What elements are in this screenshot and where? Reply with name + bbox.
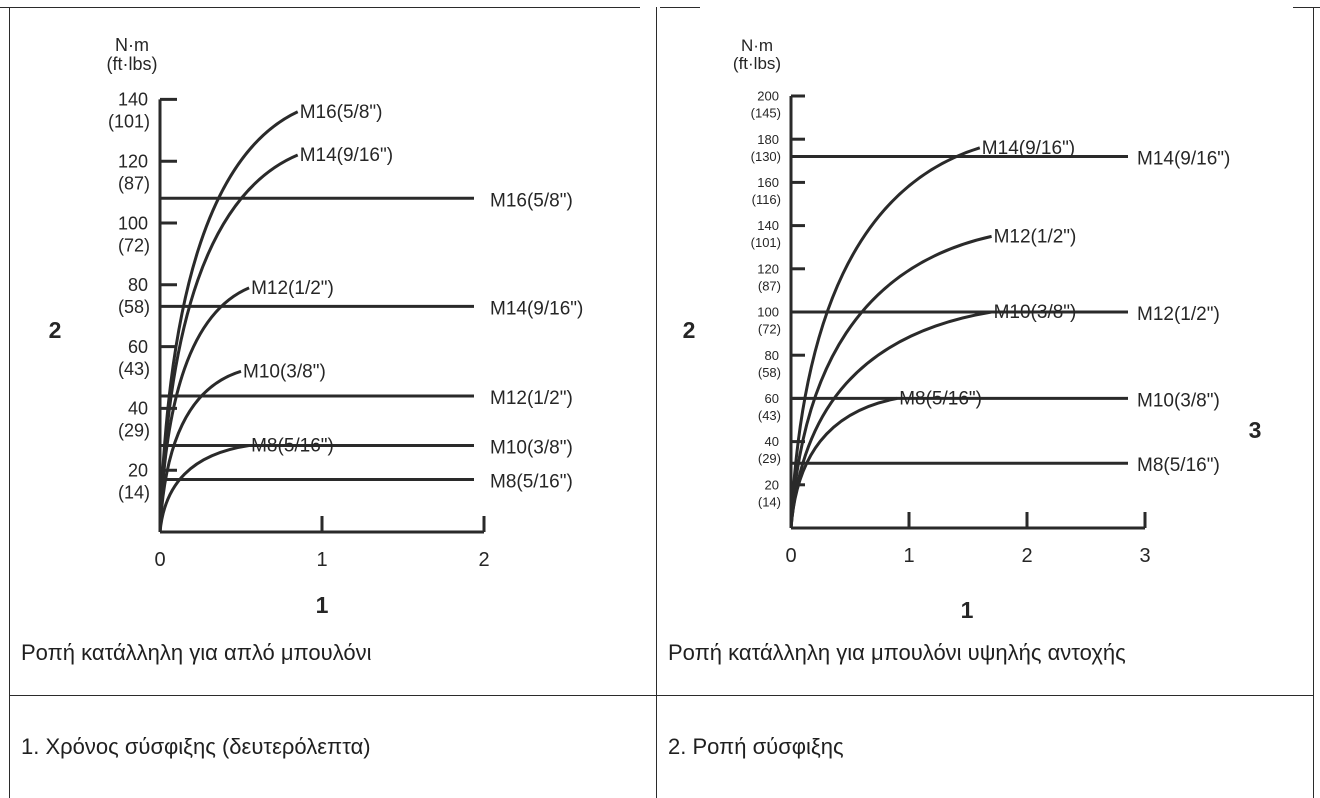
y-tick-label-imperial: (116) bbox=[752, 192, 781, 207]
torque-curve bbox=[158, 110, 299, 533]
x-tick-label: 1 bbox=[903, 545, 914, 567]
x-tick-label: 2 bbox=[478, 549, 489, 571]
reference-line-label: M10(3/8") bbox=[490, 437, 573, 458]
x-tick-label: 0 bbox=[785, 545, 796, 567]
reference-line-label: M8(5/16") bbox=[1137, 455, 1220, 476]
torque-curve-label: M10(3/8") bbox=[994, 302, 1077, 323]
y-tick-label: 80 bbox=[765, 348, 779, 363]
y-tick-label-imperial: (87) bbox=[118, 174, 150, 194]
y-tick-label: 180 bbox=[757, 132, 779, 147]
torque-curve-label: M16(5/8") bbox=[300, 102, 383, 123]
x-tick-label: 3 bbox=[1139, 545, 1150, 567]
y-unit-label: N·m bbox=[741, 36, 773, 55]
y-tick-label: 140 bbox=[757, 218, 779, 233]
table-border-right bbox=[1313, 7, 1314, 798]
torque-curve-label: M12(1/2") bbox=[251, 278, 334, 299]
legend-tightening-torque: 2. Ροπή σύσφιξης bbox=[668, 734, 844, 759]
torque-curve bbox=[789, 396, 898, 529]
table-divider-vertical bbox=[656, 7, 657, 798]
marker-3: 3 bbox=[1249, 417, 1262, 443]
y-tick-label-imperial: (101) bbox=[751, 235, 781, 250]
caption-standard-bolt: Ροπή κατάλληλη για απλό μπουλόνι bbox=[21, 640, 372, 665]
table-border-top-right bbox=[660, 7, 700, 8]
y-tick-label-imperial: (29) bbox=[758, 451, 781, 466]
reference-line-label: M12(1/2") bbox=[490, 388, 573, 409]
torque-curve-label: M8(5/16") bbox=[251, 435, 334, 456]
y-tick-label-imperial: (58) bbox=[118, 297, 150, 317]
y-tick-label: 40 bbox=[765, 434, 779, 449]
y-tick-label: 100 bbox=[118, 213, 148, 233]
y-tick-label-imperial: (14) bbox=[758, 494, 781, 509]
y-tick-label: 140 bbox=[118, 90, 148, 110]
torque-curve-label: M14(9/16") bbox=[300, 145, 393, 166]
y-unit-label-imperial: (ft·lbs) bbox=[107, 54, 158, 74]
y-tick-label-imperial: (14) bbox=[118, 483, 150, 503]
caption-high-tensile-bolt: Ροπή κατάλληλη για μπουλόνι υψηλής αντοχ… bbox=[668, 640, 1126, 665]
y-axis-number: 2 bbox=[49, 317, 62, 343]
y-unit-label-imperial: (ft·lbs) bbox=[733, 54, 781, 73]
x-tick-label: 0 bbox=[154, 549, 165, 571]
y-tick-label-imperial: (58) bbox=[758, 365, 781, 380]
y-tick-label: 60 bbox=[765, 391, 779, 406]
y-tick-label: 20 bbox=[765, 477, 779, 492]
y-tick-label: 120 bbox=[757, 261, 779, 276]
y-tick-label-imperial: (87) bbox=[758, 278, 781, 293]
y-tick-label: 100 bbox=[757, 305, 779, 320]
y-tick-label-imperial: (72) bbox=[118, 235, 150, 255]
y-tick-label-imperial: (29) bbox=[118, 421, 150, 441]
reference-line-label: M8(5/16") bbox=[490, 471, 573, 492]
y-tick-label: 60 bbox=[128, 337, 148, 357]
torque-curve-label: M10(3/8") bbox=[243, 361, 326, 382]
torque-curve bbox=[158, 369, 242, 533]
torque-curve bbox=[789, 310, 992, 529]
torque-chart-standard-bolt: N·m(ft·lbs)20(14)40(29)60(43)80(58)100(7… bbox=[49, 35, 584, 618]
table-divider-horizontal bbox=[9, 695, 1314, 696]
reference-line-label: M12(1/2") bbox=[1137, 304, 1220, 325]
torque-curve bbox=[158, 153, 299, 533]
y-tick-label-imperial: (43) bbox=[118, 359, 150, 379]
y-tick-label: 20 bbox=[128, 461, 148, 481]
y-unit-label: N·m bbox=[115, 35, 149, 55]
table-border-top-left bbox=[0, 7, 640, 8]
y-tick-label: 40 bbox=[128, 399, 148, 419]
x-axis-number: 1 bbox=[316, 592, 329, 618]
reference-line-label: M10(3/8") bbox=[1137, 390, 1220, 411]
torque-curve-label: M8(5/16") bbox=[899, 388, 982, 409]
y-tick-label-imperial: (130) bbox=[751, 149, 781, 164]
torque-curve bbox=[789, 146, 981, 529]
legend-tightening-time: 1. Χρόνος σύσφιξης (δευτερόλεπτα) bbox=[21, 734, 371, 759]
y-tick-label: 200 bbox=[757, 89, 779, 104]
table-border-left bbox=[9, 7, 10, 798]
y-tick-label: 120 bbox=[118, 152, 148, 172]
y-tick-label: 80 bbox=[128, 275, 148, 295]
y-tick-label-imperial: (145) bbox=[751, 106, 781, 121]
torque-chart-high-tensile-bolt: N·m(ft·lbs)20(14)40(29)60(43)80(58)100(7… bbox=[683, 36, 1262, 623]
torque-curve bbox=[158, 443, 250, 533]
reference-line-label: M14(9/16") bbox=[1137, 148, 1230, 169]
y-tick-label-imperial: (72) bbox=[758, 322, 781, 337]
torque-curve-label: M12(1/2") bbox=[994, 226, 1077, 247]
torque-curve bbox=[158, 286, 250, 533]
y-tick-label: 160 bbox=[757, 175, 779, 190]
y-axis-number: 2 bbox=[683, 317, 696, 343]
x-tick-label: 2 bbox=[1021, 545, 1032, 567]
torque-curve bbox=[789, 234, 992, 529]
x-axis-number: 1 bbox=[961, 597, 974, 623]
reference-line-label: M16(5/8") bbox=[490, 190, 573, 211]
torque-curve-label: M14(9/16") bbox=[982, 138, 1075, 159]
x-tick-label: 1 bbox=[316, 549, 327, 571]
reference-line-label: M14(9/16") bbox=[490, 298, 583, 319]
table-border-top-far-right bbox=[1293, 7, 1320, 8]
y-tick-label-imperial: (101) bbox=[108, 112, 150, 132]
y-tick-label-imperial: (43) bbox=[758, 408, 781, 423]
